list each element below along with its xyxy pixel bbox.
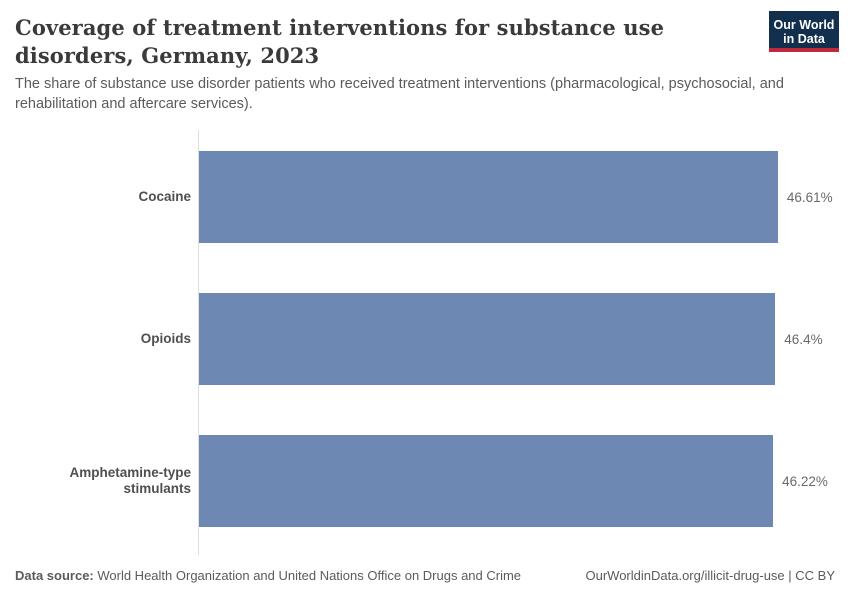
category-label: Cocaine <box>138 189 191 204</box>
bar[interactable] <box>199 293 776 385</box>
owid-logo[interactable]: Our World in Data <box>769 11 839 52</box>
owid-license-link[interactable]: OurWorldinData.org/illicit-drug-use | CC… <box>585 568 836 583</box>
data-source-label: Data source: <box>15 568 94 583</box>
bar-row: Opioids 46.4% <box>0 293 850 385</box>
owid-logo-line2: in Data <box>783 31 825 46</box>
bar[interactable] <box>199 151 778 243</box>
category-label: Opioids <box>140 331 191 346</box>
bar-row: Cocaine 46.61% <box>0 151 850 243</box>
page-title: Coverage of treatment interventions for … <box>15 15 665 68</box>
data-source-note: Data source: World Health Organization a… <box>15 568 521 583</box>
data-source-text: World Health Organization and United Nat… <box>93 568 522 583</box>
footer: Data source: World Health Organization a… <box>15 568 835 583</box>
value-label: 46.61% <box>786 189 833 205</box>
category-label: Amphetamine-type stimulants <box>69 465 191 496</box>
page-subtitle: The share of substance use disorder pati… <box>15 76 784 112</box>
value-label: 46.22% <box>782 473 828 489</box>
y-axis-line <box>198 130 199 555</box>
plot-area: Cocaine 46.61% Opioids 46.4% Amphetamine-typ… <box>0 130 850 555</box>
bar-row: Amphetamine-type stimulants 46.22% <box>0 435 850 527</box>
owid-logo-accent-bar <box>769 48 839 52</box>
bar[interactable] <box>199 435 774 527</box>
value-label: 46.4% <box>784 331 823 347</box>
owid-logo-line1: Our World <box>773 17 835 32</box>
